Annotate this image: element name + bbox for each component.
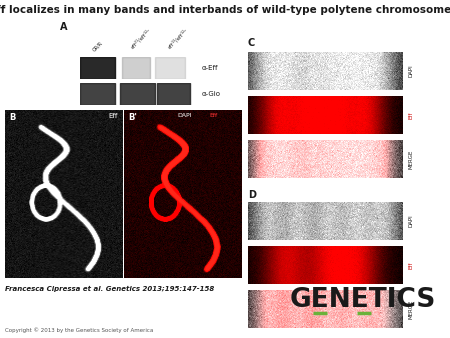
Text: A: A	[60, 22, 68, 32]
Text: α-Gio: α-Gio	[202, 91, 221, 97]
Text: Eff localizes in many bands and interbands of wild-type polytene chromosomes.: Eff localizes in many bands and interban…	[0, 5, 450, 15]
Text: eff$^{13}$/eff$^{12}$²: eff$^{13}$/eff$^{12}$²	[166, 26, 191, 52]
Bar	[80, 57, 115, 79]
Bar	[80, 83, 115, 105]
Text: MERGE: MERGE	[409, 149, 414, 169]
Text: GENETICS: GENETICS	[290, 287, 436, 313]
Text: MERGE: MERGE	[409, 299, 414, 319]
Text: DAPI: DAPI	[177, 113, 192, 118]
Text: eff$^{21}$/eff$^{12}$²: eff$^{21}$/eff$^{12}$²	[128, 26, 154, 52]
Text: DAPI: DAPI	[409, 215, 414, 227]
Text: C: C	[248, 38, 255, 48]
Bar	[122, 57, 150, 79]
Text: D: D	[248, 190, 256, 200]
Text: Eff: Eff	[409, 261, 414, 269]
Text: Eff: Eff	[209, 113, 217, 118]
Text: Eff: Eff	[108, 113, 117, 119]
Text: α-Eff: α-Eff	[202, 65, 219, 71]
Text: Copyright © 2013 by the Genetics Society of America: Copyright © 2013 by the Genetics Society…	[5, 327, 153, 333]
Bar	[120, 83, 155, 105]
Text: DAPI: DAPI	[409, 65, 414, 77]
Bar	[155, 57, 185, 79]
Text: B: B	[10, 113, 16, 122]
Text: Francesca Cipressa et al. Genetics 2013;195:147-158: Francesca Cipressa et al. Genetics 2013;…	[5, 286, 214, 292]
Text: B': B'	[129, 113, 138, 122]
Text: OR/R: OR/R	[91, 40, 104, 52]
Bar	[157, 83, 190, 105]
Text: Eff: Eff	[409, 111, 414, 119]
